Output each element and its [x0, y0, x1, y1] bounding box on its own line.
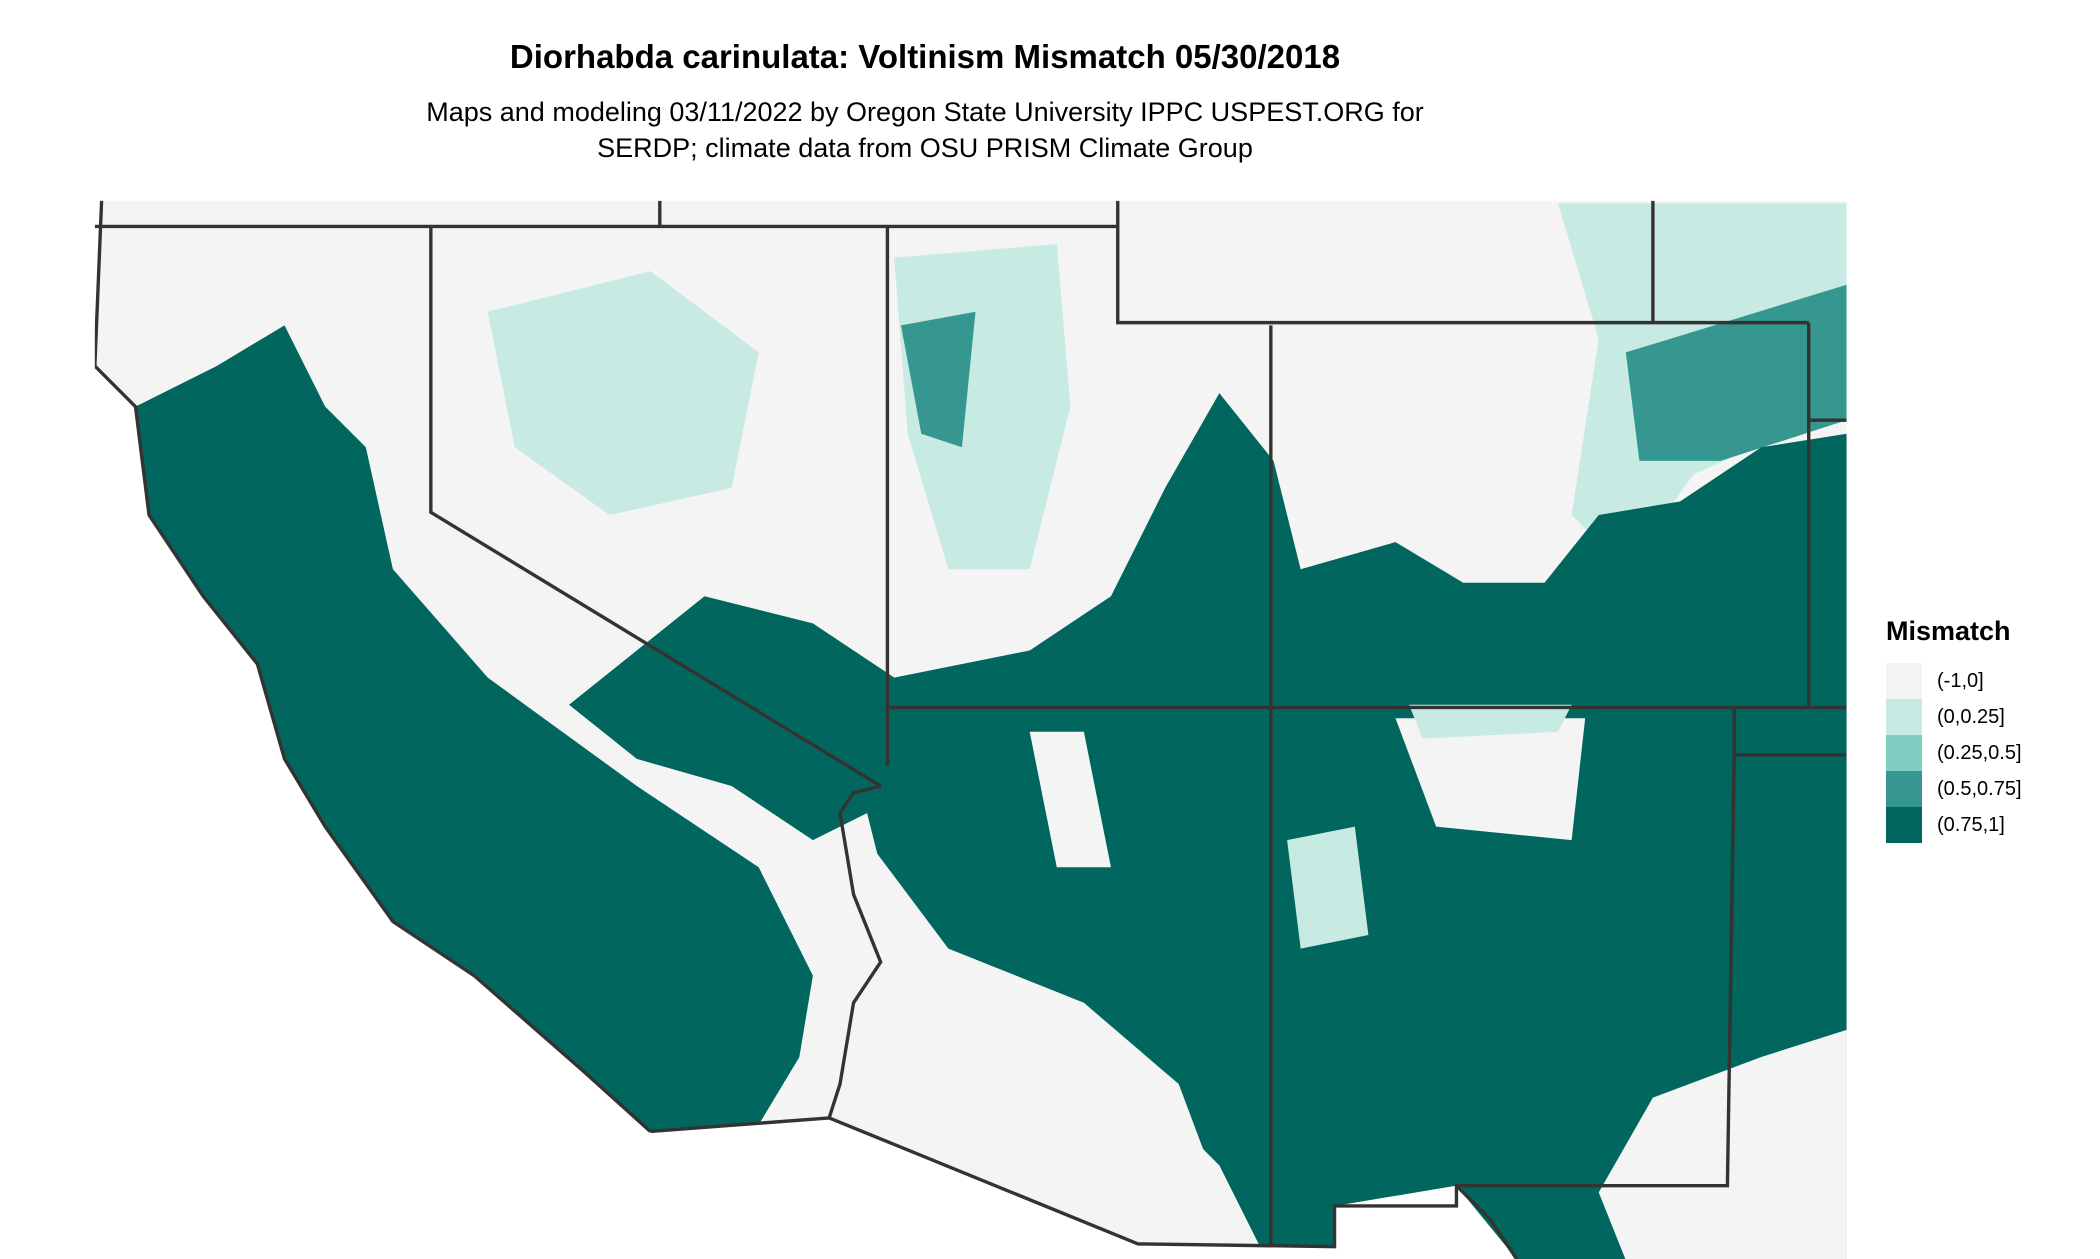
legend-swatch: [1886, 735, 1922, 771]
legend-swatch: [1886, 699, 1922, 735]
legend-item: (0.25,0.5]: [1886, 735, 2022, 771]
legend-item: (0.5,0.75]: [1886, 771, 2022, 807]
legend-label: (0.75,1]: [1937, 813, 2005, 836]
legend-item: (-1,0]: [1886, 663, 2022, 699]
legend-label: (0.25,0.5]: [1937, 741, 2022, 764]
zone-0.75-1: [135, 325, 1847, 1259]
legend-item: (0,0.25]: [1886, 699, 2022, 735]
legend: Mismatch (-1,0] (0,0.25] (0.25,0.5] (0.5…: [1886, 616, 2022, 843]
zone-0.5-0.75: [900, 284, 1847, 461]
legend-swatch: [1886, 771, 1922, 807]
map-subtitle: Maps and modeling 03/11/2022 by Oregon S…: [0, 94, 1850, 166]
legend-swatch: [1886, 807, 1922, 843]
zone-0-0.25: [487, 203, 1847, 841]
legend-label: (0,0.25]: [1937, 705, 2005, 728]
zone-light-patch: [829, 718, 1847, 1259]
subtitle-line-2: SERDP; climate data from OSU PRISM Clima…: [597, 133, 1253, 163]
map-title: Diorhabda carinulata: Voltinism Mismatch…: [509, 38, 1341, 75]
legend-item: (0.75,1]: [1886, 807, 2022, 843]
zone-light-teal-patch: [1287, 704, 1572, 949]
legend-label: (0.5,0.75]: [1937, 777, 2022, 800]
legend-swatch: [1886, 663, 1922, 699]
legend-label: (-1,0]: [1937, 669, 1984, 692]
subtitle-line-1: Maps and modeling 03/11/2022 by Oregon S…: [426, 97, 1424, 127]
legend-title: Mismatch: [1886, 616, 2011, 646]
state-borders: [94, 200, 1847, 1259]
